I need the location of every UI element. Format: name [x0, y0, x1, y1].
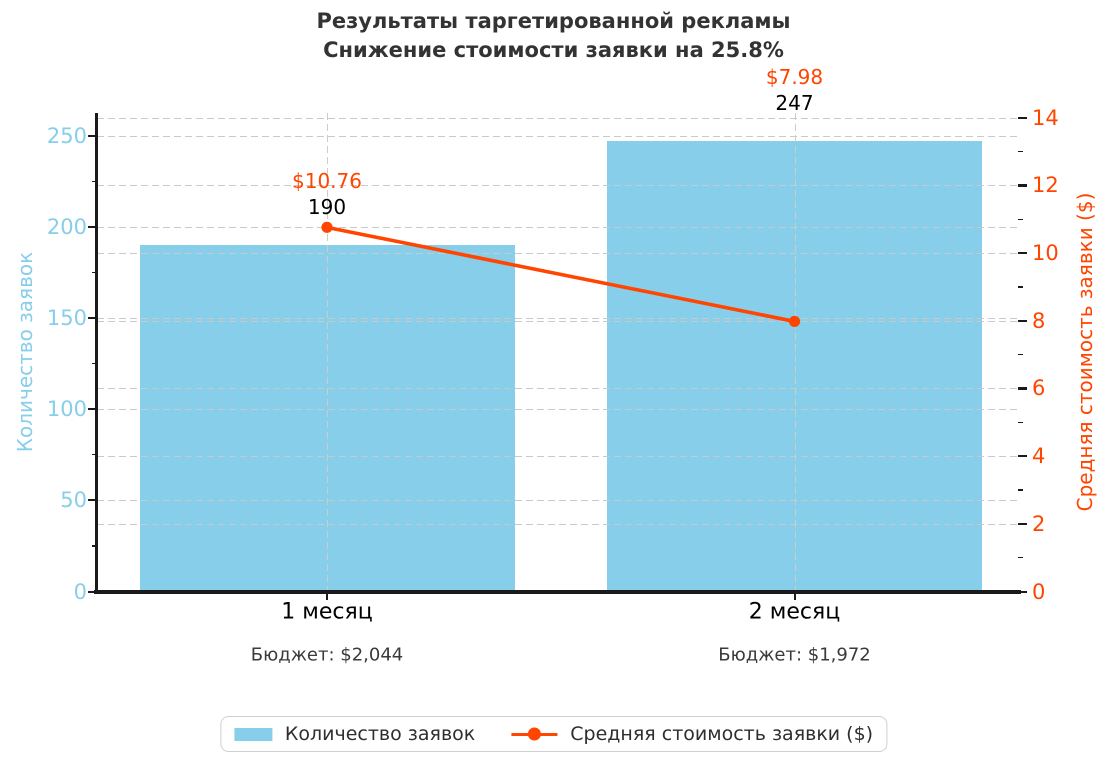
- y-tick-right: [1018, 455, 1027, 458]
- y-tick-label-left: 200: [46, 214, 87, 239]
- chart-title: Результаты таргетированной рекламы Сниже…: [0, 7, 1107, 65]
- legend-label-requests: Количество заявок: [284, 723, 476, 745]
- y-minor-tick-right: [1018, 421, 1023, 423]
- y-tick-label-left: 250: [46, 123, 87, 148]
- y-tick-left: [88, 590, 97, 593]
- legend-bar-swatch-icon: [233, 727, 272, 741]
- y-tick-right: [1018, 184, 1027, 187]
- y-minor-tick-right: [1018, 557, 1023, 559]
- gridline-h-left: [97, 317, 1018, 319]
- y-tick-label-right: 0: [1032, 579, 1046, 604]
- y-tick-label-right: 2: [1032, 511, 1046, 536]
- y-tick-label-left: 100: [46, 397, 87, 422]
- y-tick-label-left: 0: [73, 579, 87, 604]
- gridline-h-right: [97, 320, 1018, 322]
- y-minor-tick-left: [92, 180, 97, 182]
- y-tick-label-right: 10: [1032, 241, 1059, 266]
- y-tick-left: [88, 225, 97, 228]
- y-tick-left: [88, 316, 97, 320]
- x-tick-label: 1 месяц: [281, 599, 373, 625]
- gridline-h-right: [97, 253, 1018, 255]
- gridline-h-right: [97, 185, 1018, 187]
- gridline-h-right: [97, 456, 1018, 458]
- chart-title-line1: Результаты таргетированной рекламы: [316, 9, 791, 33]
- y-minor-tick-right: [1018, 354, 1023, 356]
- legend-label-cost: Средняя стоимость заявки ($): [570, 723, 874, 745]
- y-tick-right: [1018, 319, 1027, 322]
- y-minor-tick-left: [92, 271, 97, 273]
- y-minor-tick-right: [1018, 489, 1023, 491]
- y-tick-label-right: 4: [1032, 444, 1046, 469]
- gridline-h-left: [97, 226, 1018, 228]
- y-tick-label-right: 6: [1032, 376, 1046, 401]
- y-tick-left: [88, 499, 97, 502]
- x-tick-label: 2 месяц: [748, 599, 841, 625]
- y-axis-spine: [95, 113, 98, 593]
- y-minor-tick-right: [1018, 151, 1023, 153]
- bar-value-label: 190: [307, 194, 347, 219]
- gridline-h-left: [97, 500, 1018, 502]
- gridline-h-right: [97, 523, 1018, 525]
- y-tick-label-left: 150: [46, 305, 87, 330]
- cost-value-label: $7.98: [765, 64, 824, 89]
- legend-item-cost: Средняя стоимость заявки ($): [511, 722, 873, 746]
- y-minor-tick-left: [92, 454, 97, 456]
- y-tick-right: [1018, 590, 1027, 593]
- chart-title-line2: Снижение стоимости заявки на 25.8%: [323, 38, 784, 62]
- gridline-v: [794, 113, 796, 592]
- y-tick-left: [88, 408, 97, 411]
- budget-note: Бюджет: $1,972: [718, 644, 871, 666]
- gridline-h-right: [97, 117, 1018, 119]
- y-minor-tick-right: [1018, 218, 1023, 220]
- legend: Количество заявок Средняя стоимость заяв…: [219, 716, 888, 752]
- y-tick-right: [1018, 116, 1027, 119]
- gridline-h-left: [97, 409, 1018, 411]
- legend-line-marker-icon: [511, 727, 558, 741]
- y-tick-right: [1018, 522, 1027, 525]
- gridline-h-right: [97, 388, 1018, 390]
- bar-value-label: 247: [775, 90, 814, 115]
- y-minor-tick-left: [92, 363, 97, 365]
- y-minor-tick-left: [92, 545, 97, 547]
- x-tick: [326, 593, 329, 600]
- budget-note: Бюджет: $2,044: [250, 644, 404, 666]
- legend-item-requests: Количество заявок: [233, 722, 476, 746]
- y-minor-tick-right: [1018, 286, 1023, 288]
- y-tick-right: [1018, 252, 1027, 255]
- y-tick-right: [1018, 387, 1027, 390]
- y-axis-label-right: Средняя стоимость заявки ($): [1073, 192, 1097, 512]
- y-tick-label-right: 12: [1032, 173, 1059, 198]
- y-tick-label-left: 50: [60, 488, 87, 513]
- y-tick-label-right: 8: [1032, 308, 1046, 333]
- y-tick-left: [88, 134, 97, 137]
- gridline-h-left: [97, 135, 1018, 137]
- y-tick-label-right: 14: [1032, 105, 1059, 130]
- x-axis-spine: [94, 590, 1021, 594]
- cost-value-label: $10.76: [292, 168, 362, 193]
- gridline-v: [327, 113, 328, 592]
- x-tick: [793, 593, 796, 600]
